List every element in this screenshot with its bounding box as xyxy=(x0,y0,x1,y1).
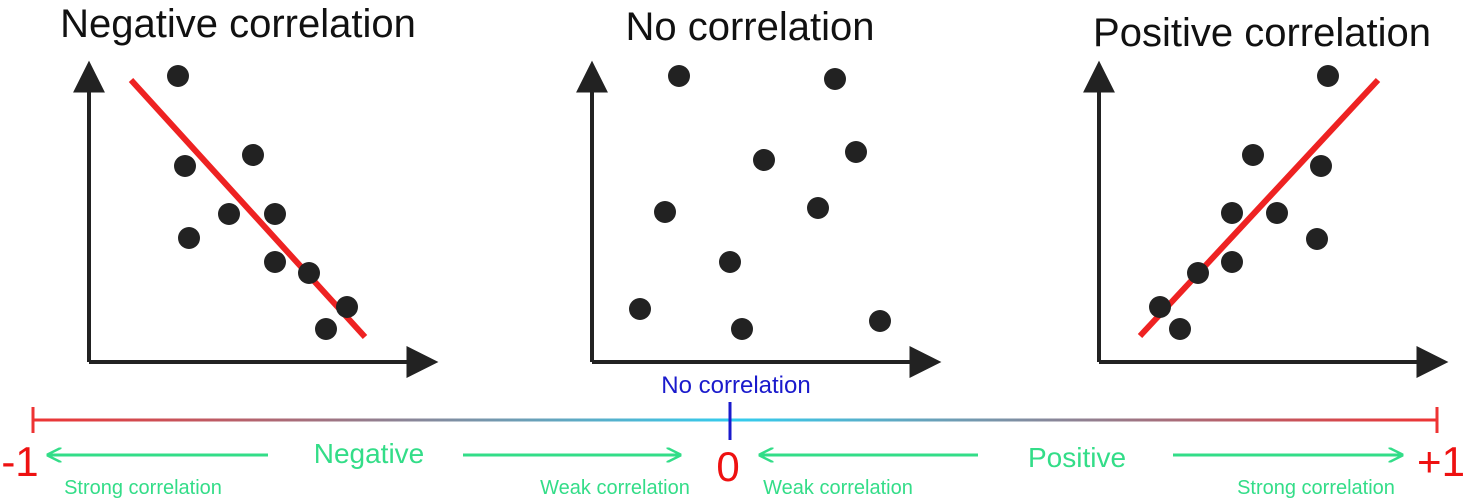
positive-label: Positive xyxy=(1028,442,1126,473)
data-point xyxy=(731,318,753,340)
trend-line xyxy=(128,77,368,340)
data-point xyxy=(654,201,676,223)
data-point xyxy=(1310,155,1332,177)
data-point xyxy=(242,144,264,166)
data-point xyxy=(753,149,775,171)
data-point xyxy=(298,262,320,284)
data-point xyxy=(264,203,286,225)
data-point xyxy=(315,318,337,340)
data-point xyxy=(1242,144,1264,166)
panel-title-negative: Negative correlation xyxy=(60,2,416,46)
data-point xyxy=(629,298,651,320)
panel-title-positive: Positive correlation xyxy=(1093,11,1431,55)
data-point xyxy=(218,203,240,225)
data-point xyxy=(178,227,200,249)
scale-zero-label: 0 xyxy=(716,443,739,490)
data-point xyxy=(845,141,867,163)
data-point xyxy=(668,65,690,87)
strong-correlation-left: Strong correlation xyxy=(64,477,222,499)
negative-label: Negative xyxy=(314,438,425,469)
data-point xyxy=(1266,202,1288,224)
data-point xyxy=(1169,318,1191,340)
weak-correlation-right: Weak correlation xyxy=(763,477,913,499)
panel-positive: Positive correlation xyxy=(1083,11,1449,378)
panel-negative: Negative correlation xyxy=(60,2,439,378)
data-point xyxy=(1317,65,1339,87)
data-point xyxy=(807,197,829,219)
data-point xyxy=(869,310,891,332)
center-label: No correlation xyxy=(661,372,810,399)
scale-max-label: +1 xyxy=(1417,438,1465,485)
weak-correlation-left: Weak correlation xyxy=(540,477,690,499)
data-point xyxy=(336,296,358,318)
data-point xyxy=(719,251,741,273)
data-point xyxy=(167,65,189,87)
data-point xyxy=(1221,251,1243,273)
data-point xyxy=(1221,202,1243,224)
data-point xyxy=(264,251,286,273)
correlation-scale: No correlation -1 0 +1 Negative Positive… xyxy=(1,372,1465,499)
data-point xyxy=(1306,228,1328,250)
strong-correlation-right: Strong correlation xyxy=(1237,477,1395,499)
data-point xyxy=(1187,262,1209,284)
data-point xyxy=(1149,296,1171,318)
scale-min-label: -1 xyxy=(1,438,38,485)
data-point xyxy=(824,68,846,90)
trend-line xyxy=(1137,77,1381,339)
data-point xyxy=(174,155,196,177)
panel-title-none: No correlation xyxy=(625,5,874,49)
panel-none: No correlation xyxy=(576,5,942,378)
